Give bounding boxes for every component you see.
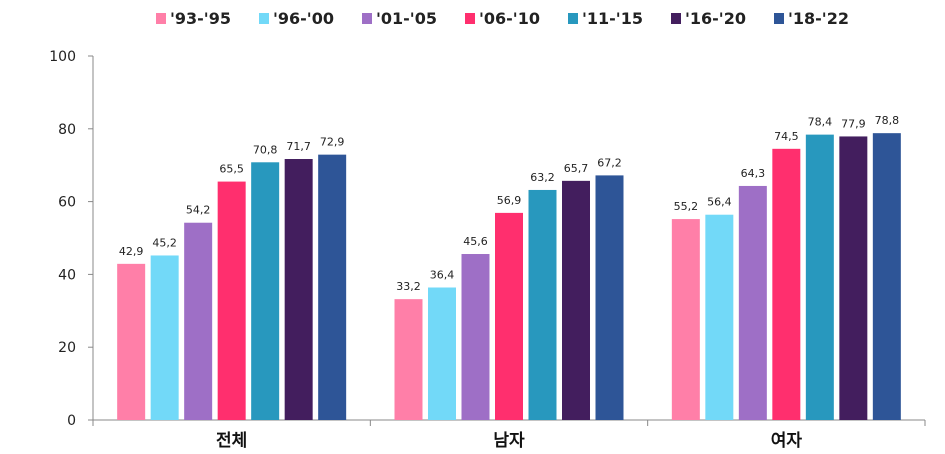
y-tick-label: 40 xyxy=(58,267,76,283)
legend-swatch xyxy=(568,13,578,24)
data-label: 78,4 xyxy=(808,116,833,129)
data-label: 78,8 xyxy=(875,114,900,127)
data-label: 45,6 xyxy=(463,235,488,248)
legend-label: '93-'95 xyxy=(170,9,231,28)
data-label: 45,2 xyxy=(152,236,177,249)
bar xyxy=(805,134,834,420)
data-label: 63,2 xyxy=(530,171,555,184)
data-label: 71,7 xyxy=(286,140,311,153)
bar xyxy=(839,136,868,420)
bar xyxy=(872,133,901,420)
legend-swatch xyxy=(671,13,681,24)
legend-label: '01-'05 xyxy=(376,9,437,28)
bar xyxy=(705,214,734,420)
data-label: 65,5 xyxy=(219,163,244,176)
data-label: 64,3 xyxy=(741,167,766,180)
data-label: 33,2 xyxy=(396,280,421,293)
bar xyxy=(284,159,313,420)
y-tick-label: 80 xyxy=(58,122,76,138)
legend-swatch xyxy=(465,13,475,24)
data-label: 77,9 xyxy=(841,117,866,130)
bar xyxy=(117,263,146,420)
bar xyxy=(562,180,590,420)
legend-swatch xyxy=(259,13,269,24)
y-tick-label: 20 xyxy=(58,340,76,356)
legend-label: '06-'10 xyxy=(479,9,540,28)
legend: '93-'95 '96-'00 '01-'05 '06-'10 '11-'15 '16-'… xyxy=(156,9,849,28)
bar xyxy=(772,148,801,420)
bar xyxy=(217,181,246,420)
y-axis: 0 20 40 60 80 100 xyxy=(49,49,94,429)
legend-swatch xyxy=(156,13,166,24)
bar xyxy=(671,219,700,420)
legend-label: '18-'22 xyxy=(788,9,849,28)
y-tick-label: 60 xyxy=(58,195,76,211)
data-label: 70,8 xyxy=(253,143,278,156)
bar xyxy=(595,175,624,420)
bar xyxy=(428,287,456,420)
data-label: 55,2 xyxy=(674,200,699,213)
data-label: 42,9 xyxy=(119,245,144,258)
data-label: 36,4 xyxy=(430,269,455,282)
data-label: 54,2 xyxy=(186,204,211,217)
x-category-label: 전체 xyxy=(216,431,247,451)
bar xyxy=(528,189,557,420)
x-category-label: 남자 xyxy=(493,431,525,451)
data-label: 72,9 xyxy=(320,136,345,149)
bar xyxy=(184,222,213,420)
data-label: 56,4 xyxy=(707,196,732,209)
bars xyxy=(117,133,901,421)
x-axis: 전체 남자 여자 xyxy=(92,419,926,451)
x-category-label: 여자 xyxy=(771,431,803,451)
y-tick-label: 100 xyxy=(49,49,76,65)
bar xyxy=(251,162,280,420)
legend-swatch xyxy=(362,13,372,24)
legend-label: '16-'20 xyxy=(685,9,746,28)
legend-label: '96-'00 xyxy=(273,9,334,28)
bar xyxy=(461,254,490,420)
bar xyxy=(150,255,179,420)
data-label: 74,5 xyxy=(774,130,799,143)
legend-swatch xyxy=(774,13,784,24)
data-label: 67,2 xyxy=(597,156,622,169)
y-tick-label: 0 xyxy=(67,413,76,429)
bar xyxy=(318,154,347,421)
bar xyxy=(394,299,423,420)
data-label: 56,9 xyxy=(497,194,522,207)
data-label: 65,7 xyxy=(564,162,589,175)
bar xyxy=(495,212,523,420)
legend-label: '11-'15 xyxy=(582,9,643,28)
value-labels: 42,9 45,2 54,2 65,5 70,8 71,7 72,9 33,2 36,4 45,6… xyxy=(119,114,899,293)
bar xyxy=(738,185,767,420)
